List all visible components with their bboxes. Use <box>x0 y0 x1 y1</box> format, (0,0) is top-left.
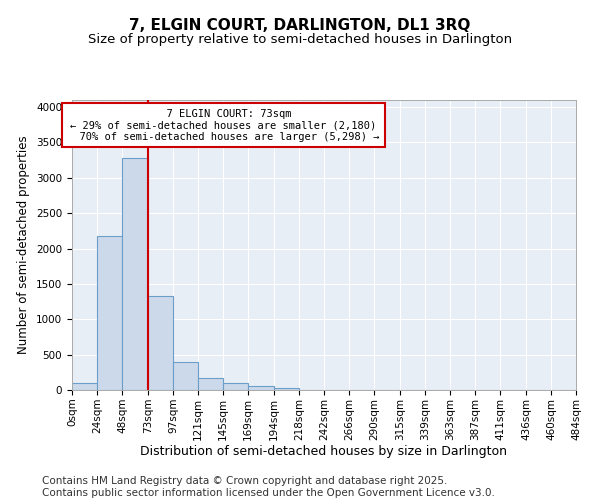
Bar <box>72 383 97 390</box>
Bar <box>122 158 148 390</box>
Text: Contains HM Land Registry data © Crown copyright and database right 2025.
Contai: Contains HM Land Registry data © Crown c… <box>42 476 495 498</box>
Bar <box>248 386 274 390</box>
Text: 7 ELGIN COURT: 73sqm
← 29% of semi-detached houses are smaller (2,180)
  70% of : 7 ELGIN COURT: 73sqm ← 29% of semi-detac… <box>67 108 379 142</box>
Text: Size of property relative to semi-detached houses in Darlington: Size of property relative to semi-detach… <box>88 32 512 46</box>
Bar <box>173 362 198 390</box>
Y-axis label: Number of semi-detached properties: Number of semi-detached properties <box>17 136 31 354</box>
Bar <box>223 383 248 390</box>
Text: 7, ELGIN COURT, DARLINGTON, DL1 3RQ: 7, ELGIN COURT, DARLINGTON, DL1 3RQ <box>130 18 470 32</box>
Bar <box>97 236 122 390</box>
Bar <box>274 388 299 390</box>
Bar <box>198 378 223 390</box>
X-axis label: Distribution of semi-detached houses by size in Darlington: Distribution of semi-detached houses by … <box>140 446 508 458</box>
Bar <box>148 296 173 390</box>
